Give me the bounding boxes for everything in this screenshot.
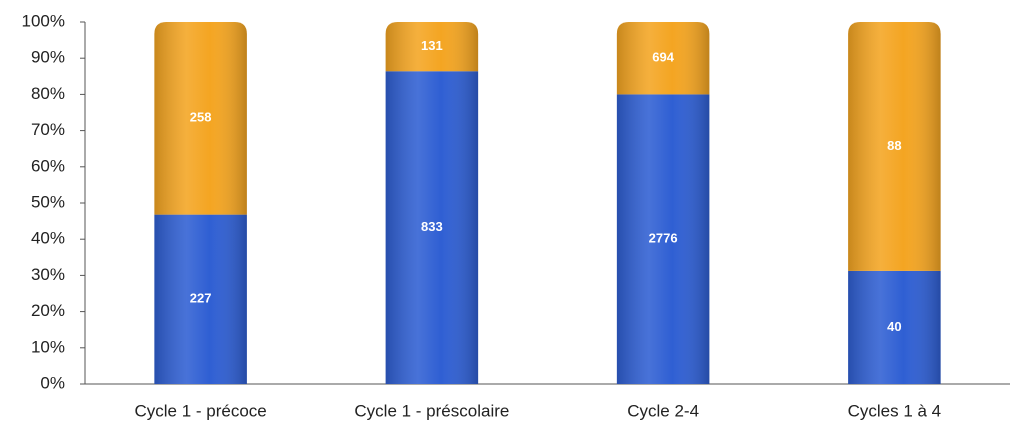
bar-shade	[385, 71, 479, 385]
y-tick-label: 90%	[31, 48, 65, 67]
bar-shade	[385, 22, 479, 72]
x-tick-label: Cycle 1 - précoce	[134, 401, 266, 420]
value-label: 694	[652, 50, 674, 65]
value-label: 258	[190, 110, 212, 125]
y-tick-label: 100%	[22, 11, 65, 30]
bar-shade	[848, 270, 941, 384]
value-label: 40	[887, 319, 901, 334]
y-tick-label: 40%	[31, 229, 65, 248]
y-tick-label: 10%	[31, 337, 65, 356]
y-tick-label: 70%	[31, 120, 65, 139]
bar-shade	[848, 22, 941, 271]
y-tick-label: 60%	[31, 156, 65, 175]
bar-shade	[154, 214, 247, 384]
bar-shade	[616, 94, 710, 385]
value-label: 833	[421, 219, 443, 234]
y-tick-label: 30%	[31, 265, 65, 284]
x-tick-label: Cycles 1 à 4	[848, 401, 942, 420]
value-label: 227	[190, 291, 212, 306]
y-tick-label: 0%	[40, 373, 65, 392]
y-tick-label: 50%	[31, 192, 65, 211]
bar-shade	[616, 22, 710, 95]
bar-shade	[154, 22, 247, 215]
y-tick-label: 20%	[31, 301, 65, 320]
value-label: 88	[887, 138, 901, 153]
value-label: 131	[421, 38, 443, 53]
x-tick-label: Cycle 1 - préscolaire	[354, 401, 509, 420]
value-label: 2776	[649, 231, 678, 246]
y-tick-label: 80%	[31, 84, 65, 103]
x-tick-label: Cycle 2-4	[627, 401, 699, 420]
